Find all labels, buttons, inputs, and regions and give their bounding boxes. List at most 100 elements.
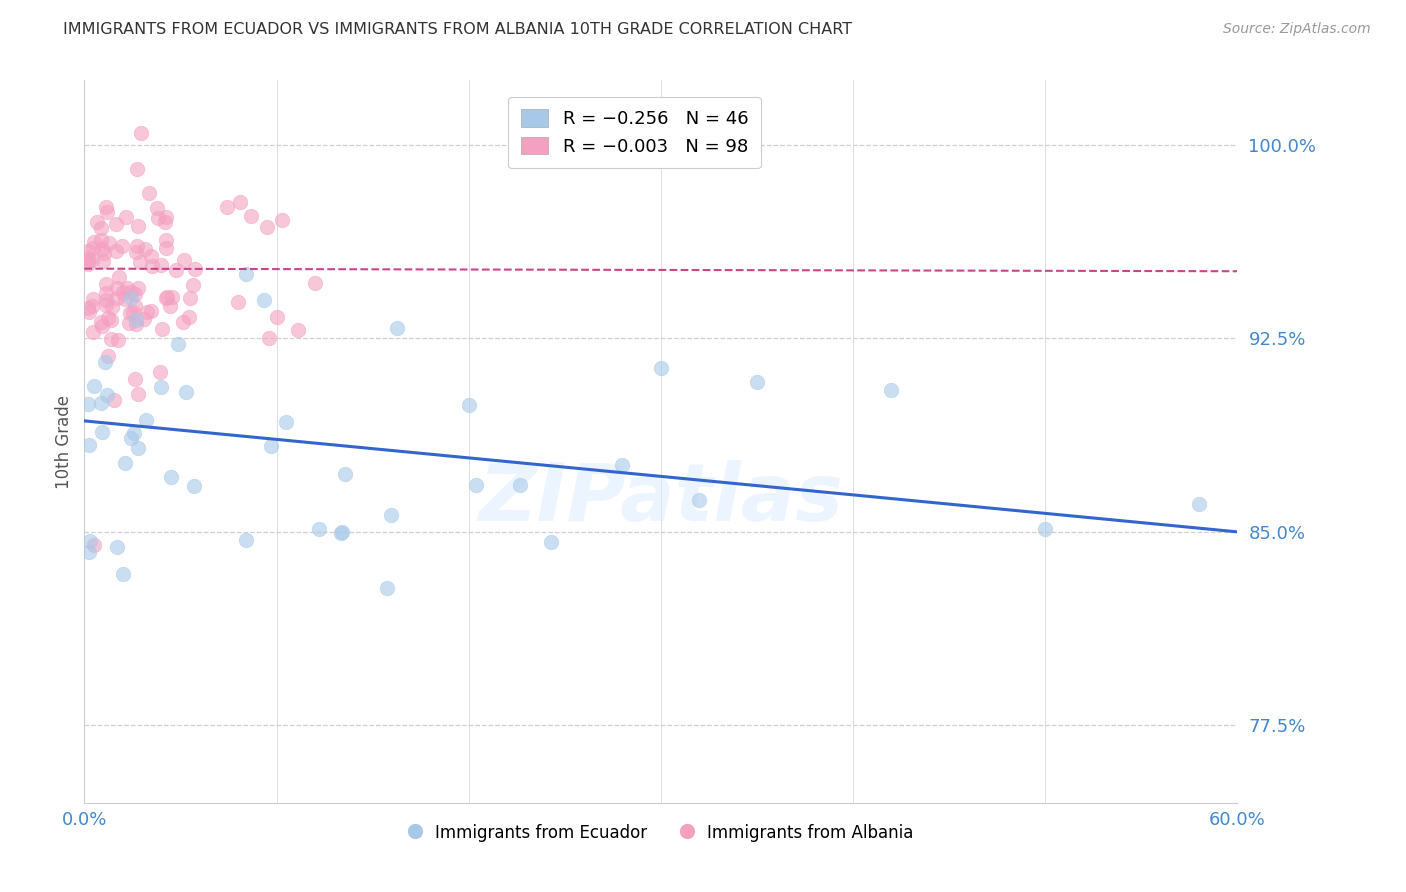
Immigrants from Ecuador — [308, 522, 330, 536]
Immigrants from Ecuador — [235, 267, 257, 281]
Immigrants from Albania — [77, 257, 100, 271]
Immigrants from Albania — [215, 200, 238, 214]
Immigrants from Albania — [146, 201, 169, 215]
Immigrants from Ecuador — [89, 396, 111, 410]
Immigrants from Albania — [118, 316, 141, 330]
Immigrants from Albania — [80, 299, 103, 313]
Immigrants from Ecuador — [333, 467, 356, 481]
Immigrants from Ecuador — [83, 378, 105, 392]
Immigrants from Albania — [256, 219, 278, 234]
Immigrants from Albania — [135, 305, 157, 319]
Immigrants from Ecuador — [112, 566, 135, 581]
Immigrants from Ecuador — [745, 375, 768, 389]
Immigrants from Albania — [141, 259, 163, 273]
Immigrants from Albania — [96, 205, 118, 219]
Immigrants from Albania — [107, 281, 129, 295]
Immigrants from Albania — [127, 219, 149, 233]
Immigrants from Ecuador — [880, 383, 903, 397]
Immigrants from Albania — [98, 236, 121, 251]
Immigrants from Albania — [90, 315, 112, 329]
Immigrants from Albania — [105, 244, 128, 258]
Immigrants from Albania — [127, 281, 149, 295]
Immigrants from Albania — [114, 292, 136, 306]
Immigrants from Albania — [124, 372, 146, 386]
Immigrants from Albania — [155, 210, 177, 224]
Immigrants from Ecuador — [1188, 497, 1211, 511]
Immigrants from Albania — [240, 209, 263, 223]
Immigrants from Albania — [94, 285, 117, 300]
Immigrants from Albania — [100, 300, 122, 314]
Immigrants from Albania — [77, 301, 100, 315]
Immigrants from Ecuador — [612, 458, 634, 472]
Immigrants from Ecuador — [183, 479, 205, 493]
Immigrants from Ecuador — [375, 581, 398, 595]
Immigrants from Albania — [183, 261, 205, 276]
Immigrants from Albania — [83, 235, 105, 250]
Immigrants from Ecuador — [465, 478, 488, 492]
Immigrants from Ecuador — [650, 361, 672, 376]
Immigrants from Albania — [97, 349, 120, 363]
Immigrants from Albania — [82, 292, 104, 306]
Immigrants from Albania — [138, 186, 160, 201]
Immigrants from Albania — [179, 291, 201, 305]
Immigrants from Albania — [257, 331, 280, 345]
Immigrants from Ecuador — [94, 355, 117, 369]
Immigrants from Albania — [160, 290, 183, 304]
Immigrants from Albania — [79, 305, 101, 319]
Immigrants from Albania — [105, 291, 128, 305]
Immigrants from Ecuador — [509, 477, 531, 491]
Immigrants from Albania — [100, 332, 122, 346]
Immigrants from Ecuador — [120, 291, 142, 305]
Immigrants from Albania — [82, 241, 104, 255]
Immigrants from Ecuador — [122, 425, 145, 440]
Immigrants from Ecuador — [120, 431, 142, 445]
Immigrants from Albania — [172, 315, 194, 329]
Immigrants from Albania — [118, 305, 141, 319]
Legend: Immigrants from Ecuador, Immigrants from Albania: Immigrants from Ecuador, Immigrants from… — [402, 817, 920, 848]
Immigrants from Albania — [181, 278, 204, 293]
Immigrants from Ecuador — [330, 524, 353, 539]
Immigrants from Albania — [120, 285, 142, 299]
Immigrants from Ecuador — [1033, 522, 1056, 536]
Immigrants from Ecuador — [79, 533, 101, 548]
Immigrants from Albania — [124, 286, 146, 301]
Immigrants from Ecuador — [77, 544, 100, 558]
Immigrants from Albania — [111, 238, 134, 252]
Immigrants from Ecuador — [105, 541, 128, 555]
Immigrants from Albania — [150, 258, 173, 272]
Immigrants from Ecuador — [79, 438, 101, 452]
Immigrants from Albania — [115, 281, 138, 295]
Immigrants from Albania — [132, 311, 155, 326]
Immigrants from Albania — [156, 290, 179, 304]
Immigrants from Albania — [93, 246, 115, 260]
Immigrants from Albania — [149, 365, 172, 379]
Immigrants from Albania — [159, 299, 181, 313]
Immigrants from Albania — [125, 245, 148, 260]
Immigrants from Ecuador — [125, 313, 148, 327]
Immigrants from Albania — [127, 162, 149, 177]
Immigrants from Ecuador — [688, 493, 710, 508]
Immigrants from Albania — [83, 538, 105, 552]
Immigrants from Albania — [271, 212, 294, 227]
Immigrants from Albania — [226, 294, 249, 309]
Immigrants from Ecuador — [457, 398, 479, 412]
Immigrants from Albania — [82, 326, 104, 340]
Immigrants from Ecuador — [135, 412, 157, 426]
Immigrants from Albania — [91, 242, 114, 256]
Immigrants from Albania — [86, 215, 108, 229]
Immigrants from Ecuador — [96, 388, 118, 402]
Immigrants from Albania — [77, 251, 100, 265]
Immigrants from Ecuador — [127, 442, 149, 456]
Immigrants from Ecuador — [174, 384, 197, 399]
Immigrants from Albania — [96, 200, 118, 214]
Immigrants from Albania — [155, 233, 177, 247]
Immigrants from Albania — [125, 318, 148, 332]
Immigrants from Ecuador — [149, 380, 172, 394]
Immigrants from Albania — [97, 310, 120, 325]
Immigrants from Albania — [129, 254, 152, 268]
Text: ZIPatlas: ZIPatlas — [478, 460, 844, 539]
Immigrants from Albania — [166, 263, 188, 277]
Immigrants from Albania — [107, 333, 129, 347]
Text: IMMIGRANTS FROM ECUADOR VS IMMIGRANTS FROM ALBANIA 10TH GRADE CORRELATION CHART: IMMIGRANTS FROM ECUADOR VS IMMIGRANTS FR… — [63, 22, 852, 37]
Immigrants from Ecuador — [114, 456, 136, 470]
